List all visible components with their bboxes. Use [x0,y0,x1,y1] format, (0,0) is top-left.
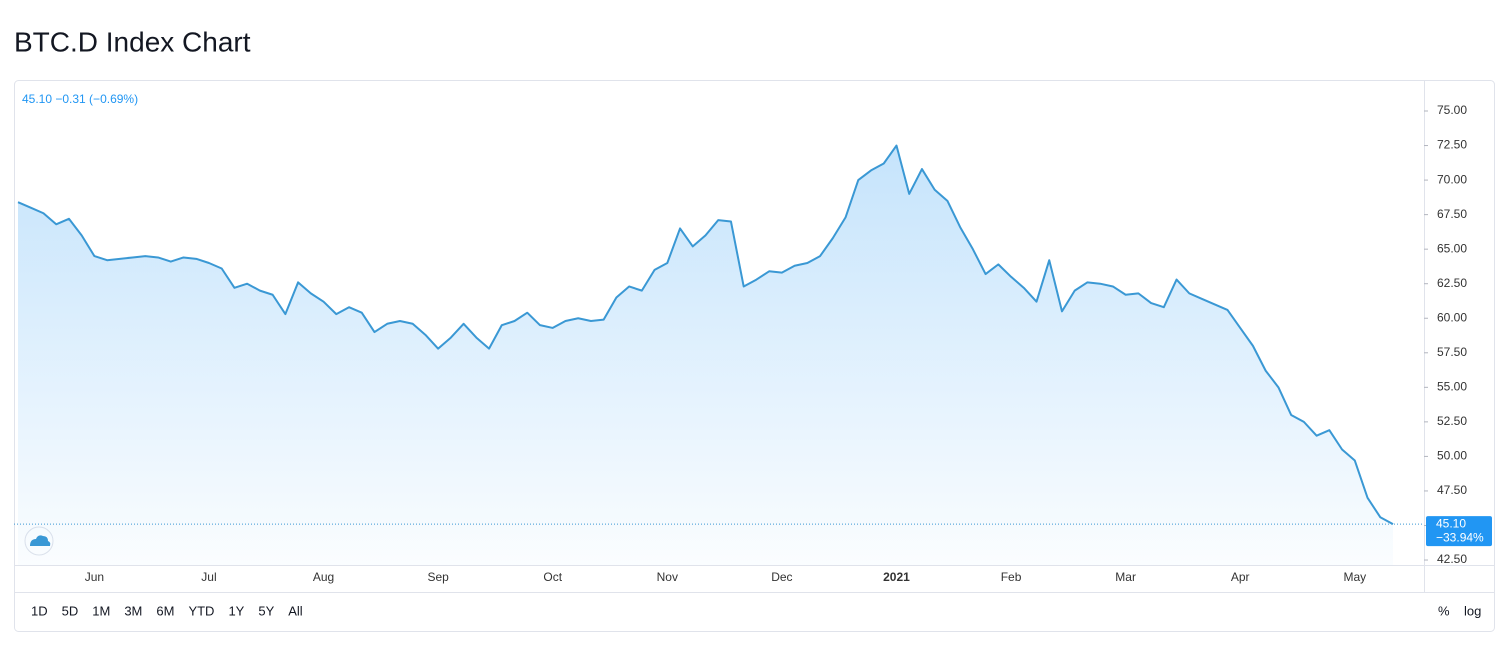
range-button[interactable]: 1D [31,603,48,618]
y-tick-label: 70.00 [1437,172,1467,186]
y-tick-label: 60.00 [1437,310,1467,324]
y-tick-label: 42.50 [1437,552,1467,566]
y-tick-label: 62.50 [1437,276,1467,290]
x-tick-label: Nov [657,570,678,584]
area [18,145,1393,566]
scale-button[interactable]: % [1438,603,1450,618]
price-label-box [1426,516,1492,547]
x-tick-label: Feb [1001,570,1022,584]
range-button[interactable]: 5Y [258,603,274,618]
range-button[interactable]: 6M [156,603,174,618]
y-tick-label: 50.00 [1437,449,1467,463]
y-tick-label: 65.00 [1437,241,1467,255]
x-tick-label: Oct [543,570,562,584]
chart-title: BTC.D Index Chart [14,26,251,57]
x-tick-label: Aug [313,570,334,584]
y-tick-label: 52.50 [1437,414,1467,428]
x-tick-label: Mar [1115,570,1136,584]
legend-text: 45.10 −0.31 (−0.69%) [22,92,138,106]
x-tick-label: Dec [771,570,792,584]
x-tick-label: May [1343,570,1366,584]
range-button[interactable]: 1Y [228,603,244,618]
range-button[interactable]: 3M [124,603,142,618]
scale-button[interactable]: log [1464,603,1481,618]
x-tick-label: Jun [85,570,104,584]
y-tick-label: 57.50 [1437,345,1467,359]
y-tick-label: 67.50 [1437,207,1467,221]
y-tick-label: 55.00 [1437,380,1467,394]
range-button[interactable]: 1M [92,603,110,618]
y-tick-label: 75.00 [1437,103,1467,117]
range-button[interactable]: All [288,603,303,618]
range-button[interactable]: YTD [188,603,214,618]
x-tick-label: 2021 [883,570,910,584]
line [17,144,1394,525]
x-tick-label: Jul [201,570,216,584]
y-tick-label: 72.50 [1437,138,1467,152]
x-tick-label: Apr [1231,570,1250,584]
x-tick-label: Sep [427,570,449,584]
y-tick-label: 47.50 [1437,483,1467,497]
range-button[interactable]: 5D [62,603,79,618]
price-change: −33.94% [1436,530,1484,544]
price-label: 45.10 [1436,516,1466,530]
